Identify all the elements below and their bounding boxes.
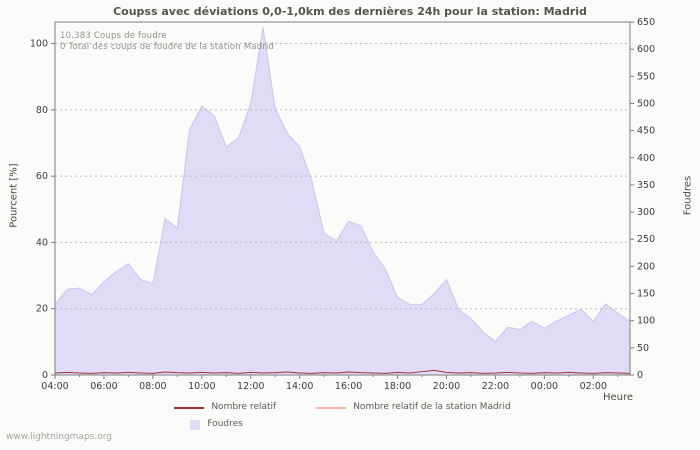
legend: Nombre relatif Nombre relatif de la stat… bbox=[55, 400, 630, 432]
left-tick-label: 40 bbox=[36, 237, 48, 248]
left-axis-label: Pourcent [%] bbox=[8, 163, 20, 228]
left-tick-label: 20 bbox=[36, 304, 48, 315]
x-tick-label: 06:00 bbox=[90, 381, 117, 392]
station-total-annotation: 0 Total des coups de foudre de la statio… bbox=[60, 42, 275, 52]
right-axis-label: Foudres bbox=[682, 175, 694, 216]
x-tick-label: 12:00 bbox=[237, 381, 264, 392]
legend-label: Nombre relatif bbox=[211, 402, 277, 412]
x-tick-label: 10:00 bbox=[188, 381, 215, 392]
strike-count-annotation: 10.383 Coups de foudre bbox=[60, 31, 167, 41]
right-tick-label: 500 bbox=[637, 98, 655, 109]
right-tick-label: 100 bbox=[637, 316, 655, 327]
x-tick-label: 16:00 bbox=[335, 381, 362, 392]
legend-label: Foudres bbox=[207, 419, 243, 429]
legend-item-foudres: Foudres bbox=[190, 417, 243, 432]
right-tick-label: 200 bbox=[637, 261, 655, 272]
x-tick-label: 20:00 bbox=[433, 381, 460, 392]
chart-title: Coupss avec déviations 0,0-1,0km des der… bbox=[113, 5, 587, 18]
x-tick-label: 18:00 bbox=[384, 381, 411, 392]
x-axis-label: Heure bbox=[602, 392, 633, 403]
left-tick-label: 100 bbox=[30, 39, 48, 50]
right-tick-label: 650 bbox=[637, 17, 655, 28]
x-tick-label: 22:00 bbox=[482, 381, 509, 392]
x-tick-label: 08:00 bbox=[139, 381, 166, 392]
x-tick-label: 04:00 bbox=[41, 381, 68, 392]
left-tick-label: 0 bbox=[42, 370, 48, 381]
legend-swatch-line-icon bbox=[316, 406, 347, 409]
right-tick-label: 50 bbox=[637, 343, 649, 354]
right-tick-label: 150 bbox=[637, 289, 655, 300]
right-tick-label: 250 bbox=[637, 234, 655, 245]
right-tick-label: 0 bbox=[637, 370, 643, 381]
legend-item-nombre-relatif: Nombre relatif bbox=[174, 400, 276, 415]
legend-label: Nombre relatif de la station Madrid bbox=[353, 402, 511, 412]
line-nombre-relatif bbox=[54, 369, 631, 374]
right-tick-label: 400 bbox=[637, 153, 655, 164]
legend-item-nombre-relatif-station: Nombre relatif de la station Madrid bbox=[316, 400, 511, 415]
right-tick-label: 350 bbox=[637, 180, 655, 191]
right-tick-label: 300 bbox=[637, 207, 655, 218]
left-tick-label: 80 bbox=[36, 105, 48, 116]
plot-frame bbox=[54, 21, 631, 376]
x-tick-label: 00:00 bbox=[531, 381, 558, 392]
area-foudres-edge bbox=[54, 27, 631, 343]
legend-swatch-area-icon bbox=[190, 419, 201, 430]
legend-swatch-line-icon bbox=[174, 406, 205, 409]
x-tick-label: 14:00 bbox=[286, 381, 313, 392]
watermark: www.lightningmaps.org bbox=[6, 432, 112, 442]
right-tick-label: 550 bbox=[637, 71, 655, 82]
area-foudres bbox=[55, 27, 630, 376]
right-tick-label: 600 bbox=[637, 44, 655, 55]
x-tick-label: 02:00 bbox=[580, 381, 607, 392]
left-tick-label: 60 bbox=[36, 171, 48, 182]
right-tick-label: 450 bbox=[637, 126, 655, 137]
